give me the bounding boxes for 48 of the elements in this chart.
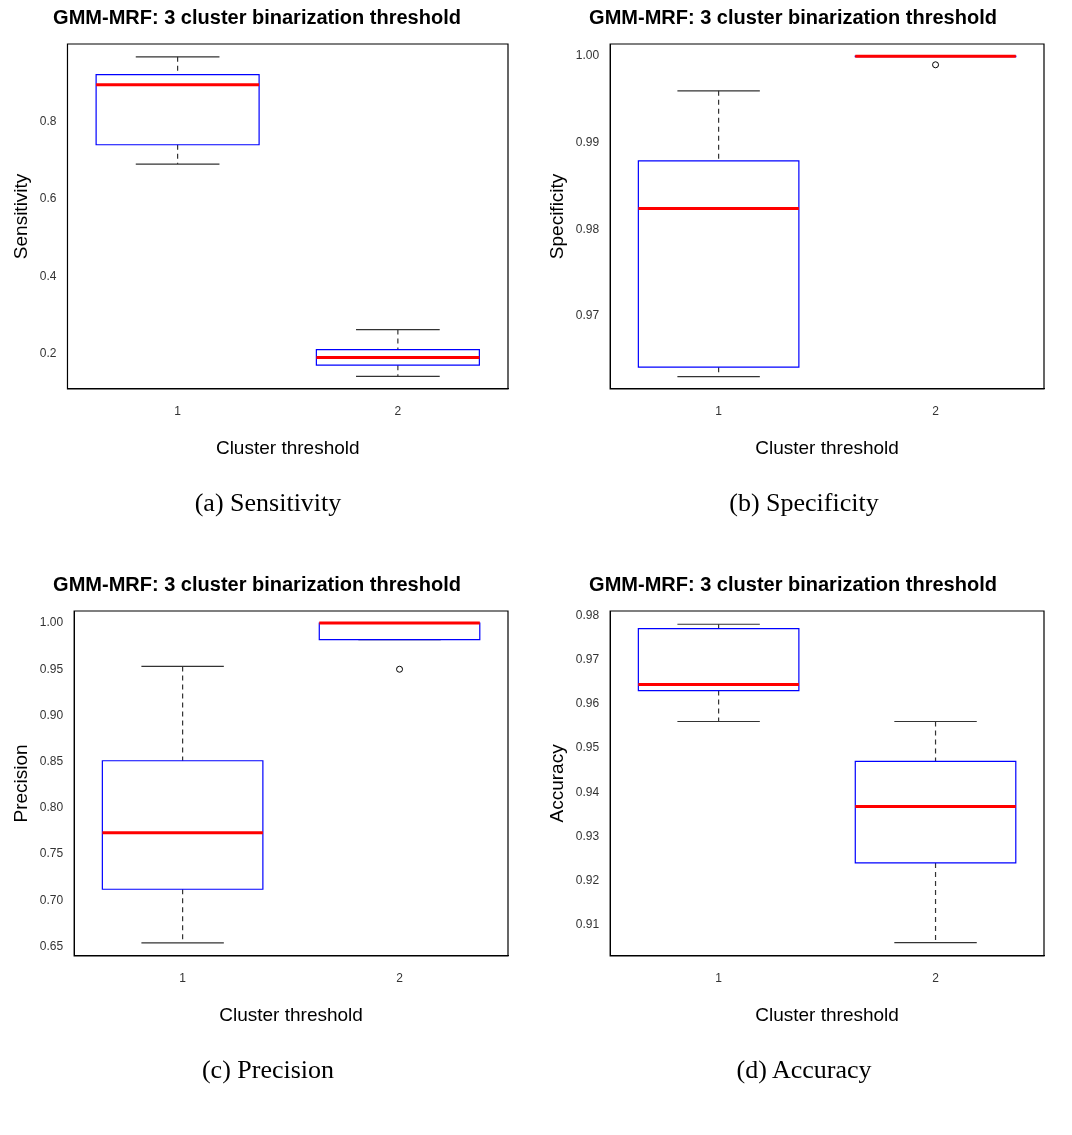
x-axis-title: Cluster threshold [755,1003,899,1025]
x-tick-label: 2 [932,971,940,986]
x-axis-title: Cluster threshold [219,1003,363,1025]
x-tick-label: 1 [715,404,723,419]
y-tick-label: 0.85 [39,753,64,768]
y-tick-label: 0.75 [39,846,64,861]
y-tick-label: 0.98 [575,221,600,236]
y-tick-label: 0.95 [39,661,64,676]
y-tick-label: 0.6 [39,191,57,206]
text: (d) Accuracy [735,1055,873,1085]
x-tick-label: 2 [394,404,402,419]
y-tick-label: 0.98 [575,607,600,622]
y-tick-label: 0.95 [575,740,600,755]
y-tick-label: 0.97 [575,308,600,323]
x-axis-title: Cluster threshold [755,436,899,458]
chart-title: GMM-MRF: 3 cluster binarization threshold [53,5,461,28]
y-tick-label: 0.93 [575,828,600,843]
chart-title: GMM-MRF: 3 cluster binarization threshold [53,572,461,595]
text: (a) Sensitivity [193,488,343,518]
x-tick-label: 1 [174,404,182,419]
y-axis-title: Specificity [545,173,567,260]
chart-title: GMM-MRF: 3 cluster binarization threshold [589,5,997,28]
y-axis-title: Accuracy [545,743,567,823]
x-axis-title: Cluster threshold [215,436,360,458]
x-tick-label: 1 [179,971,187,986]
y-tick-label: 1.00 [575,48,600,63]
x-tick-label: 2 [932,404,940,419]
y-tick-label: 0.4 [39,268,57,283]
chart-title: GMM-MRF: 3 cluster binarization threshold [589,572,997,595]
y-tick-label: 0.94 [575,784,600,799]
y-tick-label: 0.97 [575,651,600,666]
y-tick-label: 0.91 [575,917,600,932]
y-tick-label: 1.00 [39,615,64,630]
text: (b) Specificity [728,488,880,518]
y-tick-label: 0.70 [39,892,64,907]
y-axis-title: Precision [9,744,31,823]
y-tick-label: 0.65 [39,938,64,953]
y-tick-label: 0.99 [575,135,600,150]
x-tick-label: 2 [396,971,404,986]
y-tick-label: 0.90 [39,707,64,722]
y-axis-title: Sensitivity [9,173,31,260]
y-tick-label: 0.80 [39,800,64,815]
y-tick-label: 0.8 [39,113,57,128]
y-tick-label: 0.96 [575,696,600,711]
y-tick-label: 0.2 [39,346,57,361]
y-tick-label: 0.92 [575,872,600,887]
x-tick-label: 1 [715,971,723,986]
text: (c) Precision [200,1055,336,1085]
